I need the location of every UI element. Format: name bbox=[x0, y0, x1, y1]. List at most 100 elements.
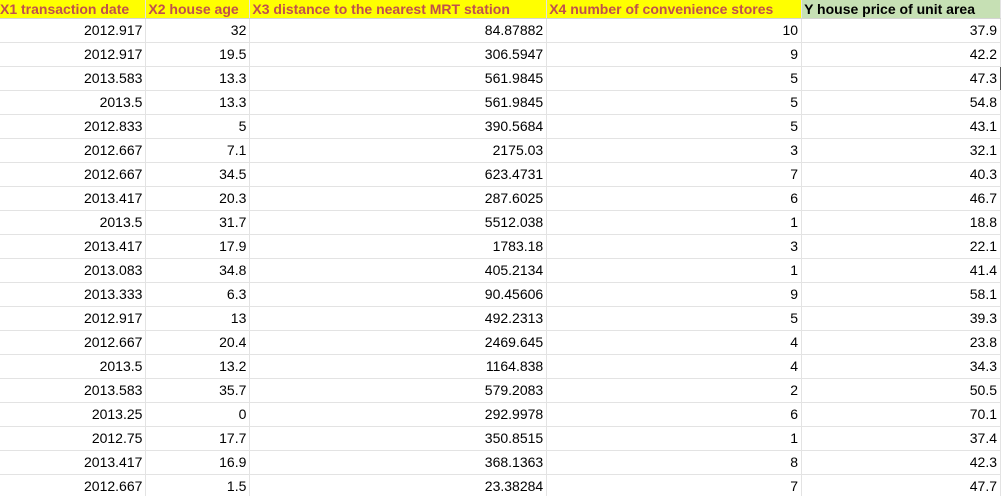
cell-mrt-distance[interactable]: 368.1363 bbox=[249, 450, 548, 475]
cell-mrt-distance[interactable]: 5512.038 bbox=[249, 210, 548, 235]
cell-house-price[interactable]: 42.2 bbox=[801, 42, 1001, 67]
cell-transaction-date[interactable]: 2012.917 bbox=[0, 42, 147, 67]
cell-transaction-date[interactable]: 2013.5 bbox=[0, 90, 147, 115]
cell-transaction-date[interactable]: 2012.667 bbox=[0, 330, 147, 355]
cell-mrt-distance[interactable]: 390.5684 bbox=[249, 114, 548, 139]
cell-house-age[interactable]: 34.8 bbox=[145, 258, 251, 283]
cell-convenience-stores[interactable]: 6 bbox=[546, 186, 803, 211]
cell-house-price[interactable]: 37.9 bbox=[801, 18, 1001, 43]
cell-convenience-stores[interactable]: 4 bbox=[546, 354, 803, 379]
cell-transaction-date[interactable]: 2012.917 bbox=[0, 306, 147, 331]
cell-transaction-date[interactable]: 2013.5 bbox=[0, 210, 147, 235]
cell-convenience-stores[interactable]: 4 bbox=[546, 330, 803, 355]
cell-convenience-stores[interactable]: 2 bbox=[546, 378, 803, 403]
header-cell-x2-house-age[interactable]: X2 house age bbox=[145, 0, 251, 19]
cell-house-price[interactable]: 41.4 bbox=[801, 258, 1001, 283]
cell-transaction-date[interactable]: 2013.5 bbox=[0, 354, 147, 379]
cell-mrt-distance[interactable]: 492.2313 bbox=[249, 306, 548, 331]
cell-house-price[interactable]: 54.8 bbox=[801, 90, 1001, 115]
cell-house-price[interactable]: 46.7 bbox=[801, 186, 1001, 211]
cell-house-price[interactable]: 70.1 bbox=[801, 402, 1001, 427]
cell-house-price[interactable]: 37.4 bbox=[801, 426, 1001, 451]
cell-convenience-stores[interactable]: 7 bbox=[546, 474, 803, 496]
cell-mrt-distance[interactable]: 84.87882 bbox=[249, 18, 548, 43]
header-cell-x1-transaction-date[interactable]: X1 transaction date bbox=[0, 0, 147, 19]
cell-house-age[interactable]: 20.3 bbox=[145, 186, 251, 211]
cell-house-age[interactable]: 0 bbox=[145, 402, 251, 427]
cell-convenience-stores[interactable]: 3 bbox=[546, 234, 803, 259]
cell-mrt-distance[interactable]: 561.9845 bbox=[249, 66, 548, 91]
cell-transaction-date[interactable]: 2012.667 bbox=[0, 162, 147, 187]
cell-house-price[interactable]: 34.3 bbox=[801, 354, 1001, 379]
cell-transaction-date[interactable]: 2013.333 bbox=[0, 282, 147, 307]
cell-house-age[interactable]: 1.5 bbox=[145, 474, 251, 496]
cell-transaction-date[interactable]: 2013.583 bbox=[0, 66, 147, 91]
cell-house-age[interactable]: 13.3 bbox=[145, 90, 251, 115]
cell-house-price[interactable]: 22.1 bbox=[801, 234, 1001, 259]
cell-transaction-date[interactable]: 2012.833 bbox=[0, 114, 147, 139]
cell-transaction-date[interactable]: 2012.75 bbox=[0, 426, 147, 451]
cell-convenience-stores[interactable]: 9 bbox=[546, 42, 803, 67]
cell-house-age[interactable]: 20.4 bbox=[145, 330, 251, 355]
cell-mrt-distance[interactable]: 90.45606 bbox=[249, 282, 548, 307]
cell-mrt-distance[interactable]: 2469.645 bbox=[249, 330, 548, 355]
cell-mrt-distance[interactable]: 287.6025 bbox=[249, 186, 548, 211]
cell-house-price[interactable]: 50.5 bbox=[801, 378, 1001, 403]
cell-transaction-date[interactable]: 2013.25 bbox=[0, 402, 147, 427]
cell-convenience-stores[interactable]: 1 bbox=[546, 258, 803, 283]
cell-house-price[interactable]: 32.1 bbox=[801, 138, 1001, 163]
cell-house-price[interactable]: 40.3 bbox=[801, 162, 1001, 187]
cell-house-age[interactable]: 13 bbox=[145, 306, 251, 331]
cell-mrt-distance[interactable]: 350.8515 bbox=[249, 426, 548, 451]
cell-house-age[interactable]: 6.3 bbox=[145, 282, 251, 307]
cell-convenience-stores[interactable]: 1 bbox=[546, 426, 803, 451]
cell-house-price[interactable]: 39.3 bbox=[801, 306, 1001, 331]
cell-mrt-distance[interactable]: 405.2134 bbox=[249, 258, 548, 283]
cell-transaction-date[interactable]: 2012.917 bbox=[0, 18, 147, 43]
header-cell-y-house-price[interactable]: Y house price of unit area bbox=[801, 0, 1001, 19]
cell-mrt-distance[interactable]: 306.5947 bbox=[249, 42, 548, 67]
cell-mrt-distance[interactable]: 23.38284 bbox=[249, 474, 548, 496]
header-cell-x3-distance-mrt[interactable]: X3 distance to the nearest MRT station bbox=[249, 0, 548, 19]
cell-house-age[interactable]: 31.7 bbox=[145, 210, 251, 235]
cell-house-age[interactable]: 16.9 bbox=[145, 450, 251, 475]
cell-house-age[interactable]: 17.7 bbox=[145, 426, 251, 451]
cell-convenience-stores[interactable]: 5 bbox=[546, 306, 803, 331]
cell-convenience-stores[interactable]: 5 bbox=[546, 90, 803, 115]
cell-convenience-stores[interactable]: 9 bbox=[546, 282, 803, 307]
cell-transaction-date[interactable]: 2013.583 bbox=[0, 378, 147, 403]
cell-house-price[interactable]: 23.8 bbox=[801, 330, 1001, 355]
cell-transaction-date[interactable]: 2013.417 bbox=[0, 234, 147, 259]
cell-house-price[interactable]: 58.1 bbox=[801, 282, 1001, 307]
cell-house-age[interactable]: 7.1 bbox=[145, 138, 251, 163]
cell-mrt-distance[interactable]: 1164.838 bbox=[249, 354, 548, 379]
cell-convenience-stores[interactable]: 6 bbox=[546, 402, 803, 427]
cell-house-price[interactable]: 47.7 bbox=[801, 474, 1001, 496]
cell-convenience-stores[interactable]: 5 bbox=[546, 66, 803, 91]
cell-mrt-distance[interactable]: 292.9978 bbox=[249, 402, 548, 427]
cell-house-age[interactable]: 13.3 bbox=[145, 66, 251, 91]
cell-house-age[interactable]: 32 bbox=[145, 18, 251, 43]
cell-mrt-distance[interactable]: 1783.18 bbox=[249, 234, 548, 259]
cell-house-price[interactable]: 47.3 bbox=[801, 66, 1001, 91]
cell-house-price[interactable]: 43.1 bbox=[801, 114, 1001, 139]
cell-transaction-date[interactable]: 2013.083 bbox=[0, 258, 147, 283]
cell-convenience-stores[interactable]: 10 bbox=[546, 18, 803, 43]
cell-house-age[interactable]: 35.7 bbox=[145, 378, 251, 403]
cell-transaction-date[interactable]: 2013.417 bbox=[0, 450, 147, 475]
cell-house-age[interactable]: 13.2 bbox=[145, 354, 251, 379]
cell-mrt-distance[interactable]: 561.9845 bbox=[249, 90, 548, 115]
cell-mrt-distance[interactable]: 579.2083 bbox=[249, 378, 548, 403]
cell-house-price[interactable]: 18.8 bbox=[801, 210, 1001, 235]
cell-transaction-date[interactable]: 2012.667 bbox=[0, 138, 147, 163]
cell-convenience-stores[interactable]: 1 bbox=[546, 210, 803, 235]
cell-mrt-distance[interactable]: 2175.03 bbox=[249, 138, 548, 163]
cell-house-age[interactable]: 17.9 bbox=[145, 234, 251, 259]
cell-house-age[interactable]: 19.5 bbox=[145, 42, 251, 67]
cell-convenience-stores[interactable]: 3 bbox=[546, 138, 803, 163]
cell-convenience-stores[interactable]: 8 bbox=[546, 450, 803, 475]
cell-mrt-distance[interactable]: 623.4731 bbox=[249, 162, 548, 187]
header-cell-x4-convenience-stores[interactable]: X4 number of convenience stores bbox=[546, 0, 803, 19]
cell-transaction-date[interactable]: 2013.417 bbox=[0, 186, 147, 211]
cell-house-age[interactable]: 34.5 bbox=[145, 162, 251, 187]
